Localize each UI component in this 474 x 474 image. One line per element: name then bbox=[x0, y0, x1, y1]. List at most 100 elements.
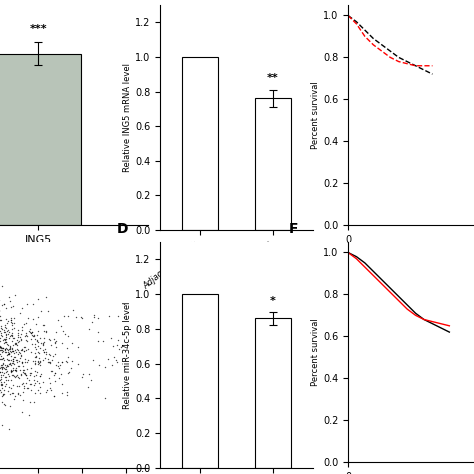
Point bbox=[9, 355, 17, 363]
Point bbox=[0, 386, 8, 394]
Point bbox=[13, 356, 20, 364]
Point bbox=[29, 332, 37, 339]
Point bbox=[1, 382, 9, 390]
Point bbox=[34, 313, 42, 321]
Point bbox=[31, 376, 38, 384]
Point bbox=[0, 308, 1, 315]
Point bbox=[34, 386, 42, 394]
Point bbox=[1, 361, 9, 369]
Point bbox=[3, 351, 11, 359]
Point bbox=[34, 360, 42, 368]
Point bbox=[24, 365, 31, 373]
Y-axis label: Relative ING5 mRNA level: Relative ING5 mRNA level bbox=[123, 63, 132, 172]
Point bbox=[0, 364, 4, 371]
Point bbox=[0, 339, 8, 347]
Point bbox=[0, 354, 7, 362]
Point bbox=[27, 329, 35, 337]
Point bbox=[24, 356, 31, 364]
Point bbox=[0, 368, 4, 376]
Point bbox=[39, 356, 46, 364]
Point bbox=[11, 341, 19, 348]
Point bbox=[60, 312, 67, 319]
Point bbox=[11, 366, 19, 374]
Point bbox=[19, 397, 27, 404]
Point bbox=[0, 316, 4, 324]
Point bbox=[9, 360, 17, 367]
Bar bbox=[255, 319, 291, 468]
Point bbox=[21, 344, 29, 351]
Point bbox=[8, 347, 16, 355]
Point bbox=[74, 360, 82, 368]
Point bbox=[58, 339, 66, 347]
Point bbox=[18, 358, 26, 366]
Point bbox=[26, 326, 34, 333]
Point bbox=[10, 360, 18, 367]
Point bbox=[7, 356, 15, 364]
Point bbox=[52, 377, 59, 385]
Point bbox=[8, 361, 15, 368]
Point bbox=[0, 344, 4, 351]
Point bbox=[45, 355, 52, 363]
Point bbox=[0, 374, 1, 381]
Point bbox=[51, 369, 59, 377]
Point bbox=[7, 319, 15, 326]
Point bbox=[39, 340, 47, 347]
Point bbox=[42, 348, 49, 356]
Point bbox=[55, 364, 63, 372]
Point bbox=[0, 296, 3, 304]
Point bbox=[34, 338, 41, 346]
Text: ***: *** bbox=[30, 24, 47, 34]
Point bbox=[11, 353, 19, 360]
Point bbox=[2, 338, 10, 346]
Point bbox=[10, 395, 18, 402]
Point bbox=[51, 369, 59, 376]
Point bbox=[25, 376, 32, 383]
Point bbox=[9, 356, 16, 363]
Point bbox=[26, 328, 34, 336]
Point bbox=[78, 313, 85, 321]
Point bbox=[0, 361, 2, 368]
Point bbox=[51, 339, 59, 346]
Point bbox=[32, 320, 40, 328]
Point bbox=[114, 312, 122, 319]
Point bbox=[0, 348, 6, 356]
Point bbox=[1, 346, 9, 353]
Point bbox=[78, 374, 85, 381]
Point bbox=[28, 340, 36, 347]
Point bbox=[27, 329, 34, 337]
Point bbox=[29, 316, 37, 323]
Point bbox=[0, 340, 1, 347]
Point bbox=[8, 329, 16, 337]
Point bbox=[0, 350, 2, 357]
Point bbox=[91, 311, 98, 319]
Point bbox=[45, 374, 53, 382]
Point bbox=[28, 328, 36, 336]
Point bbox=[31, 367, 38, 374]
Point bbox=[29, 357, 37, 365]
Point bbox=[14, 351, 21, 358]
Point bbox=[54, 316, 62, 324]
Point bbox=[10, 324, 18, 332]
Point bbox=[88, 318, 96, 326]
Point bbox=[17, 335, 25, 343]
Point bbox=[26, 327, 33, 335]
Point bbox=[1, 323, 9, 330]
Point bbox=[34, 327, 42, 335]
Point bbox=[11, 392, 19, 400]
Point bbox=[0, 375, 4, 383]
Point bbox=[0, 386, 4, 394]
Point bbox=[50, 392, 57, 400]
Point bbox=[115, 346, 122, 353]
Point bbox=[0, 381, 5, 388]
Point bbox=[33, 336, 41, 344]
Point bbox=[0, 316, 1, 323]
Point bbox=[0, 350, 1, 358]
Point bbox=[19, 368, 27, 376]
Y-axis label: Percent survival: Percent survival bbox=[311, 81, 320, 149]
Point bbox=[7, 316, 14, 323]
Point bbox=[65, 368, 73, 376]
Point bbox=[0, 344, 3, 352]
Point bbox=[9, 357, 16, 365]
Point bbox=[4, 362, 12, 370]
Point bbox=[18, 336, 25, 344]
